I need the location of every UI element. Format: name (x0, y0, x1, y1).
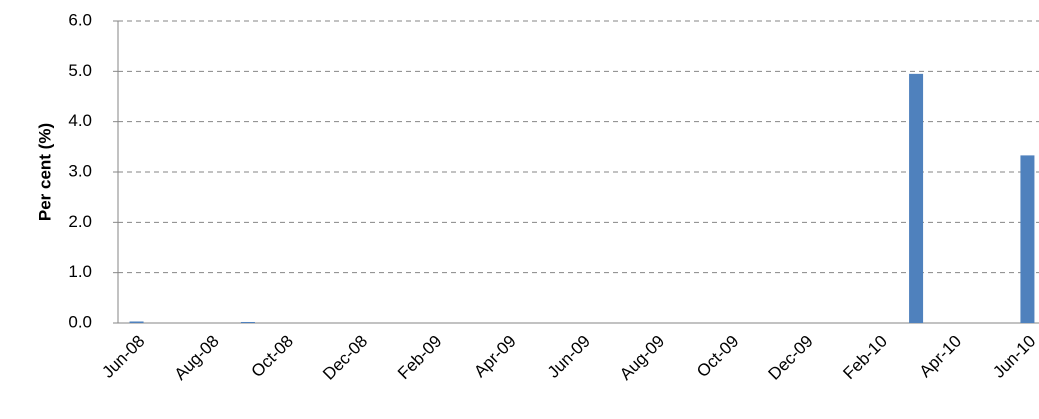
x-tick-label: Oct-09 (693, 332, 743, 382)
bar (240, 321, 255, 323)
y-tick-label: 1.0 (68, 262, 92, 281)
bar (909, 73, 924, 323)
bar (129, 321, 144, 323)
x-tick-label: Jun-10 (989, 332, 1039, 382)
x-tick-label: Feb-10 (839, 332, 891, 384)
bar (1020, 155, 1035, 323)
x-tick-label: Dec-08 (319, 332, 371, 384)
x-tick-label: Jun-09 (544, 332, 594, 382)
y-tick-label: 6.0 (68, 10, 92, 29)
x-tick-label: Feb-09 (394, 332, 446, 384)
x-tick-label: Jun-08 (98, 332, 148, 382)
y-tick-label: 3.0 (68, 161, 92, 180)
y-axis-label: Per cent (%) (35, 123, 54, 221)
y-tick-label: 2.0 (68, 212, 92, 231)
y-tick-label: 4.0 (68, 111, 92, 130)
y-tick-label: 0.0 (68, 312, 92, 331)
x-tick-label: Apr-10 (916, 332, 966, 382)
x-tick-label: Oct-08 (248, 332, 298, 382)
x-tick-label: Apr-09 (470, 332, 520, 382)
x-tick-label: Aug-08 (171, 332, 223, 384)
x-tick-label: Dec-09 (765, 332, 817, 384)
y-tick-label: 5.0 (68, 61, 92, 80)
x-tick-label: Aug-09 (616, 332, 668, 384)
